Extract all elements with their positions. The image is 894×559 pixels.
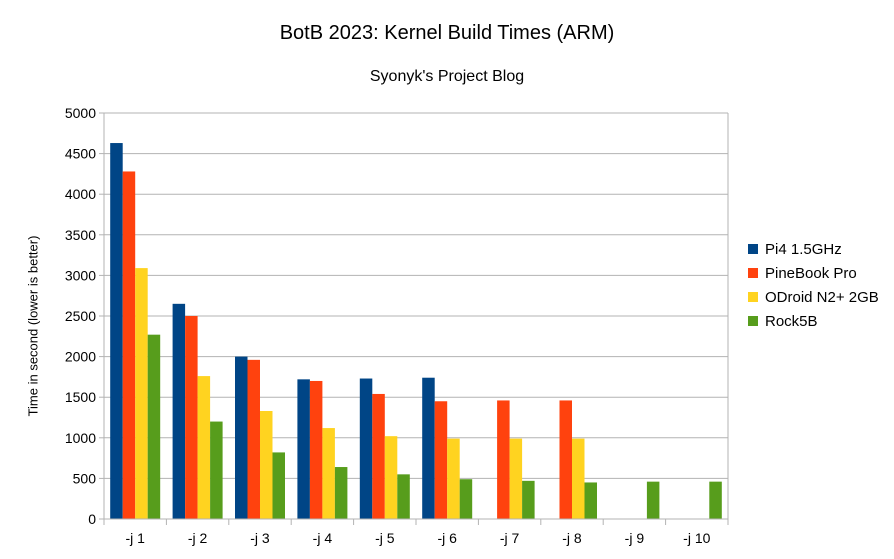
legend-swatch	[748, 292, 758, 302]
bar	[559, 400, 572, 519]
legend-label: ODroid N2+ 2GB	[765, 288, 879, 306]
bar	[110, 143, 123, 519]
bar	[434, 401, 448, 519]
y-tick-label: 1500	[65, 389, 96, 405]
bar	[122, 171, 136, 520]
bar	[322, 428, 335, 519]
y-tick-label: 4000	[65, 186, 96, 202]
x-tick-label: -j 5	[375, 530, 395, 546]
axes	[99, 112, 729, 525]
bar	[135, 268, 148, 519]
chart-subtitle: Syonyk's Project Blog	[369, 68, 525, 85]
bar	[459, 479, 473, 519]
bar	[334, 467, 348, 519]
bar	[397, 474, 410, 519]
bar	[272, 452, 285, 519]
chart-title: BotB 2023: Kernel Build Times (ARM)	[279, 22, 615, 44]
y-tick-label: 2000	[65, 349, 96, 365]
legend-swatch	[748, 268, 758, 278]
legend-label: Rock5B	[765, 312, 818, 330]
legend-item: PineBook Pro	[748, 261, 879, 285]
legend-swatch	[748, 244, 758, 254]
bars	[110, 143, 722, 520]
bar	[172, 303, 186, 519]
x-tick-label: -j 2	[188, 530, 208, 546]
y-tick-label: 4500	[65, 146, 96, 162]
x-tick-label: -j 6	[437, 530, 457, 546]
bar	[197, 376, 211, 519]
y-tick-label: 1000	[65, 430, 96, 446]
x-tick-label: -j 1	[125, 530, 145, 546]
bar	[247, 359, 260, 519]
legend: Pi4 1.5GHz PineBook Pro ODroid N2+ 2GB Rock…	[748, 237, 879, 333]
legend-item: Rock5B	[748, 309, 879, 333]
bar	[260, 411, 273, 519]
legend-label: Pi4 1.5GHz	[765, 240, 842, 258]
bar	[584, 482, 597, 519]
legend-item: ODroid N2+ 2GB	[748, 285, 879, 309]
y-tick-label: 500	[73, 470, 97, 486]
bar	[572, 438, 585, 519]
x-tick-label: -j 7	[500, 530, 520, 546]
bar	[235, 356, 248, 519]
y-tick-labels: 0 500 1000 1500 2000 2500 3000 3500 4000 4500 5000	[65, 105, 96, 527]
y-tick-label: 3500	[65, 227, 96, 243]
bar	[147, 334, 161, 519]
y-tick-label: 0	[88, 511, 96, 527]
y-tick-label: 5000	[65, 105, 96, 121]
bar	[309, 380, 323, 519]
bar	[422, 377, 435, 519]
legend-item: Pi4 1.5GHz	[748, 237, 879, 261]
bar	[646, 481, 660, 519]
x-tick-label: -j 10	[683, 530, 710, 546]
bar	[497, 400, 510, 519]
legend-label: PineBook Pro	[765, 264, 857, 282]
y-tick-label: 2500	[65, 308, 96, 324]
x-tick-label: -j 9	[625, 530, 645, 546]
legend-swatch	[748, 316, 758, 326]
x-tick-label: -j 8	[562, 530, 582, 546]
bar	[359, 378, 373, 519]
y-tick-label: 3000	[65, 267, 96, 283]
bar	[522, 480, 535, 519]
x-tick-label: -j 3	[250, 530, 270, 546]
x-tick-label: -j 4	[313, 530, 333, 546]
bar	[384, 436, 398, 519]
bar	[372, 393, 385, 519]
bar	[447, 438, 460, 519]
bar	[297, 379, 310, 519]
x-tick-labels: -j 1 -j 2 -j 3 -j 4 -j 5 -j 6 -j 7 -j 8 -j 9 -j 1…	[125, 530, 710, 546]
bar	[185, 316, 198, 519]
bar	[709, 481, 722, 519]
bar	[509, 438, 523, 519]
bar	[210, 421, 223, 519]
